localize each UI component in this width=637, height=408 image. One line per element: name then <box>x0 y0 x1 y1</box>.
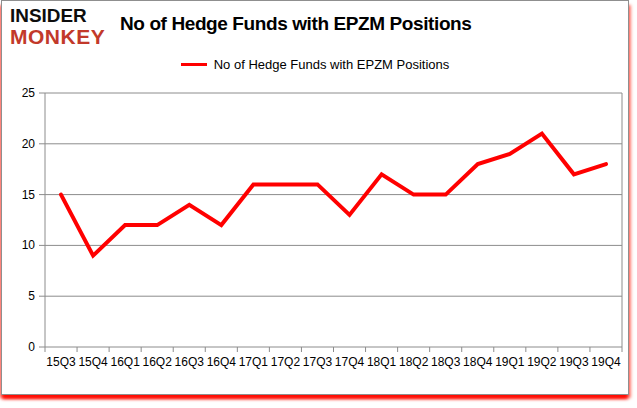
x-tick-label: 18Q3 <box>431 355 461 369</box>
y-tick-label: 5 <box>28 289 35 303</box>
y-tick-label: 15 <box>22 188 36 202</box>
line-chart-canvas: 051015202515Q315Q416Q116Q216Q316Q417Q117… <box>2 1 630 396</box>
x-tick-label: 16Q1 <box>110 355 140 369</box>
x-tick-label: 19Q3 <box>559 355 589 369</box>
x-tick-label: 18Q2 <box>399 355 429 369</box>
x-tick-label: 18Q4 <box>463 355 493 369</box>
x-tick-label: 16Q2 <box>143 355 173 369</box>
y-tick-label: 10 <box>22 238 36 252</box>
x-tick-label: 19Q1 <box>495 355 525 369</box>
x-tick-label: 17Q1 <box>239 355 269 369</box>
x-tick-label: 18Q1 <box>367 355 397 369</box>
x-tick-label: 16Q4 <box>207 355 237 369</box>
x-tick-label: 15Q3 <box>46 355 76 369</box>
x-tick-label: 19Q4 <box>591 355 621 369</box>
x-tick-label: 17Q2 <box>271 355 301 369</box>
x-tick-label: 17Q4 <box>335 355 365 369</box>
y-tick-label: 20 <box>22 137 36 151</box>
x-tick-label: 19Q2 <box>527 355 557 369</box>
y-tick-label: 25 <box>22 86 36 100</box>
x-tick-label: 17Q3 <box>303 355 333 369</box>
x-tick-label: 16Q3 <box>175 355 205 369</box>
x-tick-label: 15Q4 <box>78 355 108 369</box>
chart-frame: INSIDER MONKEY No of Hedge Funds with EP… <box>1 0 629 395</box>
y-tick-label: 0 <box>28 340 35 354</box>
